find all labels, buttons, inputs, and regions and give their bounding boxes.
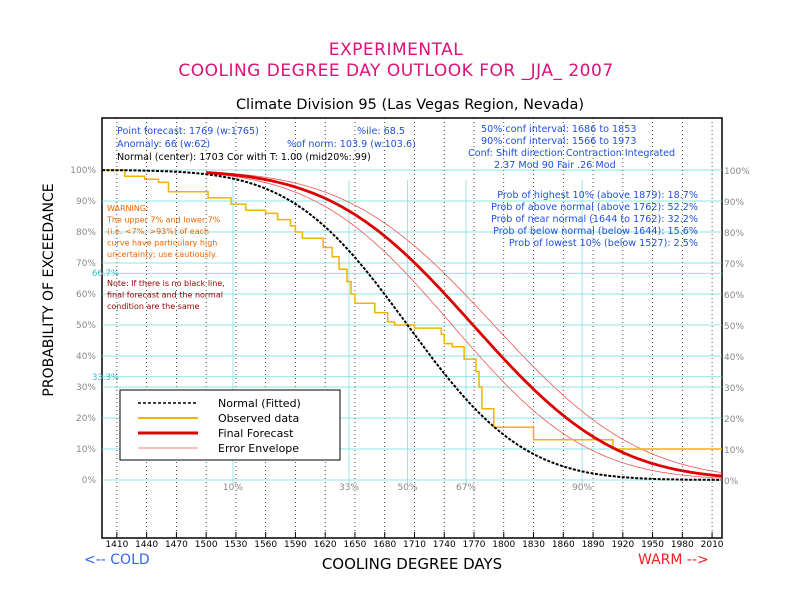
error-envelope-upper (206, 171, 723, 474)
final-forecast-line (206, 171, 723, 478)
x-tick-label: 1830 (522, 540, 545, 550)
y-tick-label-right: 20% (724, 415, 744, 425)
legend-label-envelope: Error Envelope (218, 442, 299, 455)
y-tick-label-right: 10% (724, 446, 744, 456)
y-tick-label-left: 0% (82, 476, 97, 486)
warning-line: (i.e. <7%, >93%) of each (107, 227, 209, 236)
y-tick-label-right: 40% (724, 353, 744, 363)
legend-label-forecast: Final Forecast (218, 427, 294, 440)
confidence-line: 90% conf interval: 1566 to 1973 (481, 136, 636, 147)
note-line: Note: If there is no black line, (107, 279, 225, 288)
x-tick-label: 1980 (671, 540, 694, 550)
x-tick-label: 1440 (135, 540, 158, 550)
x-tick-label: 1740 (433, 540, 456, 550)
legend-label-observed: Observed data (218, 412, 299, 425)
y-tick-label-right: 80% (724, 229, 744, 239)
info-line: Point forecast: 1769 (w:1765) (117, 126, 259, 137)
tercile-label: 66.7% (92, 269, 119, 279)
percentile-label: 90% (572, 483, 592, 493)
warm-label: WARM --> (638, 552, 709, 568)
x-tick-label: 1410 (105, 540, 128, 550)
y-tick-label-left: 20% (76, 414, 96, 424)
probability-line: Prob of above normal (above 1762): 52.2% (491, 202, 698, 213)
percentile-label: 67% (456, 483, 476, 493)
y-tick-label-left: 60% (76, 290, 96, 300)
y-tick-label-right: 100% (724, 167, 750, 177)
chart-subtitle: Climate Division 95 (Las Vegas Region, N… (236, 97, 584, 113)
series-layer (102, 169, 723, 481)
y-tick-label-right: 60% (724, 291, 744, 301)
x-tick-label: 1710 (403, 540, 426, 550)
grid-layer (102, 118, 722, 538)
x-tick-label: 1950 (641, 540, 664, 550)
probability-line: Prob of highest 10% (above 1879): 18.7% (497, 190, 698, 201)
y-tick-label-left: 30% (76, 383, 96, 393)
reference-lines: 66.7% 33.3% 10% 33% 50% 67% 90% (92, 180, 722, 493)
x-tick-label: 1770 (463, 540, 486, 550)
chart-title-line1: EXPERIMENTAL (329, 40, 464, 60)
y-tick-label-right: 30% (724, 384, 744, 394)
x-tick-label: 1890 (582, 540, 605, 550)
info-line: Normal (center): 1703 Cor with T: 1.00 (… (117, 152, 371, 163)
confidence-line: 2.37 Mod 90 Fair .26 Mod (494, 160, 616, 171)
warning-line: uncertainty; use cautiously. (107, 250, 217, 259)
y-tick-label-left: 90% (76, 197, 96, 207)
legend-label-normal: Normal (Fitted) (218, 397, 301, 410)
y-tick-label-right: 70% (724, 260, 744, 270)
note-line: condition are the same (107, 302, 200, 311)
y-tick-label-left: 80% (76, 228, 96, 238)
tercile-label: 33.3% (92, 373, 119, 383)
axis-layer: 1410 1440 1470 1500 1530 1560 1590 1620 1650 1680… (70, 166, 750, 550)
y-tick-label-right: 50% (724, 322, 744, 332)
x-tick-label: 1680 (373, 540, 396, 550)
confidence-line: 50% conf interval: 1686 to 1853 (481, 124, 636, 135)
x-tick-label: 1800 (492, 540, 515, 550)
annotation-layer: Point forecast: 1769 (w:1765) Anomaly: 66… (106, 124, 698, 311)
warning-line: WARNING: (107, 204, 149, 213)
info-line: Anomaly: 66 (w:62) (117, 139, 210, 150)
x-tick-label: 1860 (552, 540, 575, 550)
x-tick-label: 1650 (344, 540, 367, 550)
x-tick-label: 1590 (284, 540, 307, 550)
y-tick-label-left: 100% (70, 166, 96, 176)
x-tick-label: 1500 (195, 540, 218, 550)
probability-line: Prob of near normal (1644 to 1762): 32.2… (491, 214, 698, 225)
cold-label: <-- COLD (84, 552, 150, 568)
confidence-line: Conf: Shift direction Contraction Integr… (468, 148, 675, 159)
legend: Normal (Fitted) Observed data Final Fore… (119, 389, 341, 461)
y-tick-label-right: 0% (724, 477, 739, 487)
warning-line: curve have particulary high (107, 239, 217, 248)
observed-data-line (102, 169, 722, 450)
y-tick-label-left: 70% (76, 259, 96, 269)
warning-line: The upper 7% and lower 7% (106, 216, 221, 225)
x-tick-label: 2010 (701, 540, 724, 550)
x-tick-label: 1560 (254, 540, 277, 550)
percentile-label: 50% (398, 483, 418, 493)
x-tick-label: 1530 (224, 540, 247, 550)
y-tick-label-left: 10% (76, 445, 96, 455)
normal-fitted-line (102, 169, 721, 481)
x-tick-label: 1620 (314, 540, 337, 550)
x-tick-label: 1920 (611, 540, 634, 550)
y-axis-label: PROBABILITY OF EXCEEDANCE (41, 183, 57, 396)
probability-line: Prob of lowest 10% (below 1527): 2.5% (509, 238, 698, 249)
y-tick-label-left: 40% (76, 352, 96, 362)
percentile-label: 33% (339, 483, 359, 493)
y-tick-label-right: 90% (724, 198, 744, 208)
percentile-readout: %ile: 68.5 (357, 126, 405, 137)
x-tick-label: 1470 (165, 540, 188, 550)
percent-of-normal-readout: %of norm: 103.9 (w:103.6) (287, 139, 416, 150)
error-envelope-lower (206, 173, 723, 479)
note-line: final forecast and the normal (107, 291, 223, 300)
plot-frame (101, 117, 723, 539)
probability-line: Prob of below normal (below 1644): 15.6% (493, 226, 698, 237)
x-axis-label: COOLING DEGREE DAYS (322, 555, 502, 573)
chart-title-line2: COOLING DEGREE DAY OUTLOOK FOR _JJA_ 200… (178, 61, 613, 81)
y-tick-label-left: 50% (76, 321, 96, 331)
percentile-label: 10% (223, 483, 243, 493)
